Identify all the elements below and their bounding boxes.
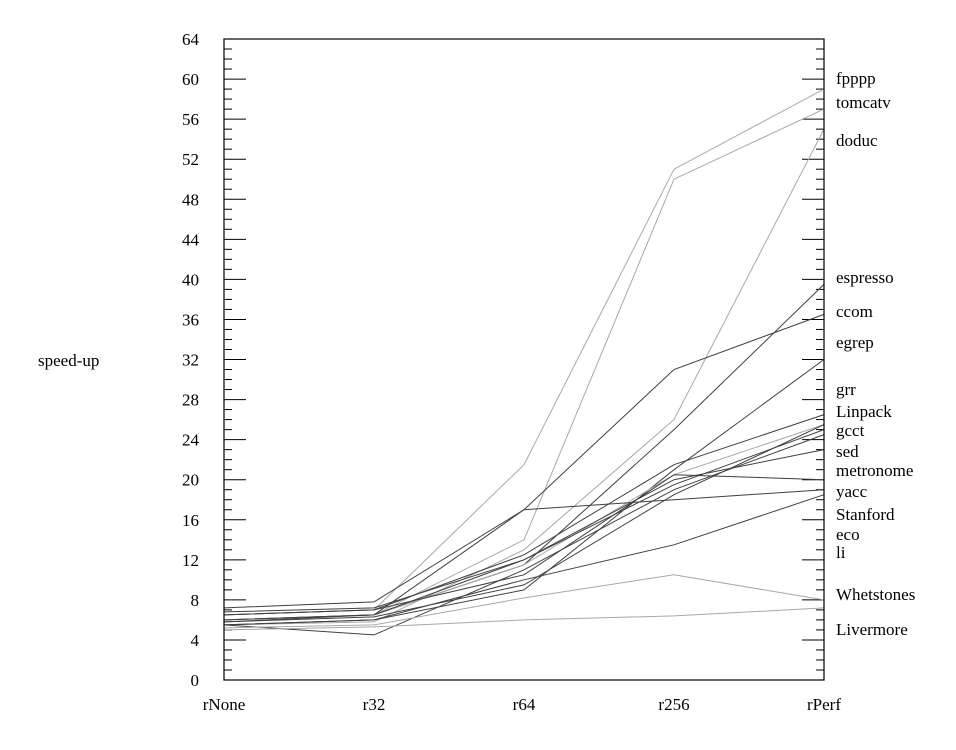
benchmark-label: eco bbox=[836, 525, 860, 544]
y-ticks bbox=[224, 38, 824, 681]
y-tick-label: 36 bbox=[182, 310, 199, 329]
y-tick-label: 56 bbox=[182, 110, 199, 129]
y-tick-label: 48 bbox=[182, 190, 199, 209]
series-line-ccom bbox=[223, 313, 825, 609]
y-tick-label: 20 bbox=[182, 471, 199, 490]
series-lines bbox=[223, 88, 825, 636]
y-tick-label: 4 bbox=[191, 631, 200, 650]
y-tick-label: 0 bbox=[191, 671, 200, 690]
y-tick-label: 8 bbox=[191, 591, 200, 610]
y-tick-label: 52 bbox=[182, 150, 199, 169]
series-line-livermore bbox=[223, 607, 825, 631]
benchmark-label: Livermore bbox=[836, 620, 908, 639]
y-axis-title: speed-up bbox=[38, 351, 99, 370]
benchmark-label: li bbox=[836, 543, 846, 562]
y-tick-label: 40 bbox=[182, 270, 199, 289]
y-tick-label: 24 bbox=[182, 431, 200, 450]
benchmark-label: egrep bbox=[836, 333, 874, 352]
benchmark-label: Whetstones bbox=[836, 585, 915, 604]
x-category-labels: rNone r32 r64 r256 rPerf bbox=[203, 695, 842, 714]
series-line-li bbox=[223, 494, 825, 626]
y-tick-label: 60 bbox=[182, 70, 199, 89]
series-line-linpack bbox=[223, 424, 825, 621]
y-tick-label: 32 bbox=[182, 351, 199, 370]
series-line-eco bbox=[223, 424, 825, 623]
x-category-label: rPerf bbox=[807, 695, 841, 714]
series-line-tomcatv bbox=[223, 108, 825, 621]
series-line-gcct bbox=[223, 429, 825, 623]
benchmark-label: grr bbox=[836, 380, 856, 399]
x-category-label: r32 bbox=[363, 695, 386, 714]
benchmark-labels: fpppp tomcatv doduc espresso ccom egrep grr Lin… bbox=[836, 69, 915, 639]
benchmark-label: Stanford bbox=[836, 505, 895, 524]
benchmark-label: yacc bbox=[836, 482, 868, 501]
benchmark-label: doduc bbox=[836, 131, 878, 150]
series-line-metronome bbox=[223, 449, 825, 613]
series-line-fpppp bbox=[223, 88, 825, 616]
benchmark-label: metronome bbox=[836, 461, 913, 480]
y-tick-label: 16 bbox=[182, 511, 199, 530]
benchmark-label: sed bbox=[836, 442, 859, 461]
y-tick-label: 12 bbox=[182, 551, 199, 570]
series-line-stanford bbox=[223, 474, 825, 616]
y-tick-label: 28 bbox=[182, 391, 199, 410]
series-line-doduc bbox=[223, 128, 825, 626]
benchmark-label: ccom bbox=[836, 302, 873, 321]
series-line-yacc bbox=[223, 489, 825, 621]
x-category-label: r256 bbox=[658, 695, 689, 714]
benchmark-label: espresso bbox=[836, 268, 894, 287]
benchmark-label: fpppp bbox=[836, 69, 876, 88]
benchmark-label: Linpack bbox=[836, 402, 892, 421]
benchmark-label: tomcatv bbox=[836, 93, 891, 112]
y-tick-label: 44 bbox=[182, 230, 200, 249]
x-category-label: rNone bbox=[203, 695, 245, 714]
x-category-label: r64 bbox=[513, 695, 536, 714]
y-tick-label: 64 bbox=[182, 30, 200, 49]
series-line-whetstones bbox=[223, 574, 825, 629]
plot-frame bbox=[223, 38, 825, 681]
benchmark-label: gcct bbox=[836, 421, 865, 440]
